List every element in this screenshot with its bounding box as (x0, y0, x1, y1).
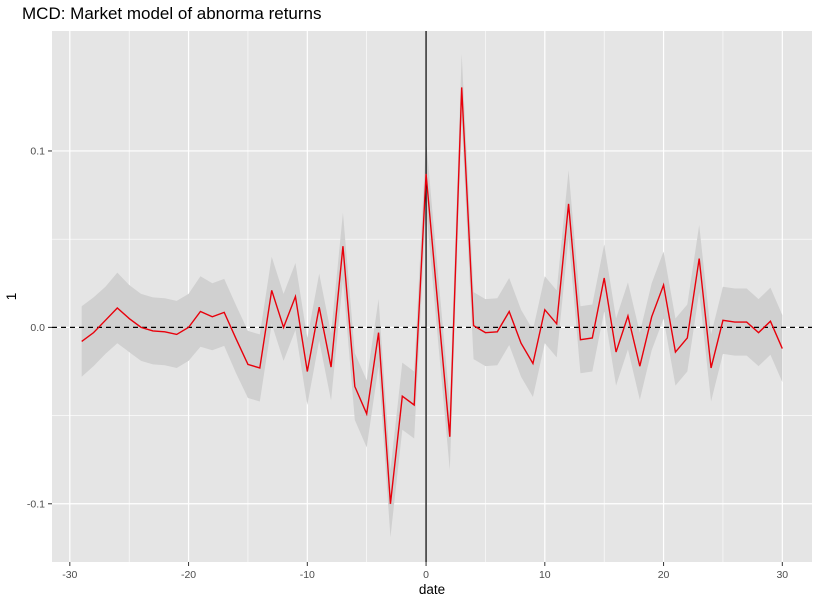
x-tick-label: 20 (658, 569, 670, 581)
x-axis: -30 -20 -10 0 10 20 30 (62, 562, 788, 581)
x-tick-label: 0 (423, 569, 429, 581)
x-axis-title: date (419, 582, 445, 597)
y-tick-label: -0.1 (27, 498, 45, 510)
y-axis-title: 1 (4, 293, 19, 301)
chart-title: MCD: Market model of abnorma returns (22, 4, 322, 23)
x-tick-label: -10 (300, 569, 315, 581)
x-tick-label: 10 (539, 569, 551, 581)
plot-panel (52, 31, 812, 562)
x-tick-label: -30 (62, 569, 77, 581)
y-tick-label: 0.0 (30, 322, 45, 334)
y-axis: -0.1 0.0 0.1 (27, 145, 52, 510)
abnormal-returns-line (81, 87, 783, 504)
y-tick-label: 0.1 (30, 145, 45, 157)
x-tick-label: 30 (776, 569, 788, 581)
x-tick-label: -20 (181, 569, 196, 581)
confidence-band (81, 53, 783, 538)
